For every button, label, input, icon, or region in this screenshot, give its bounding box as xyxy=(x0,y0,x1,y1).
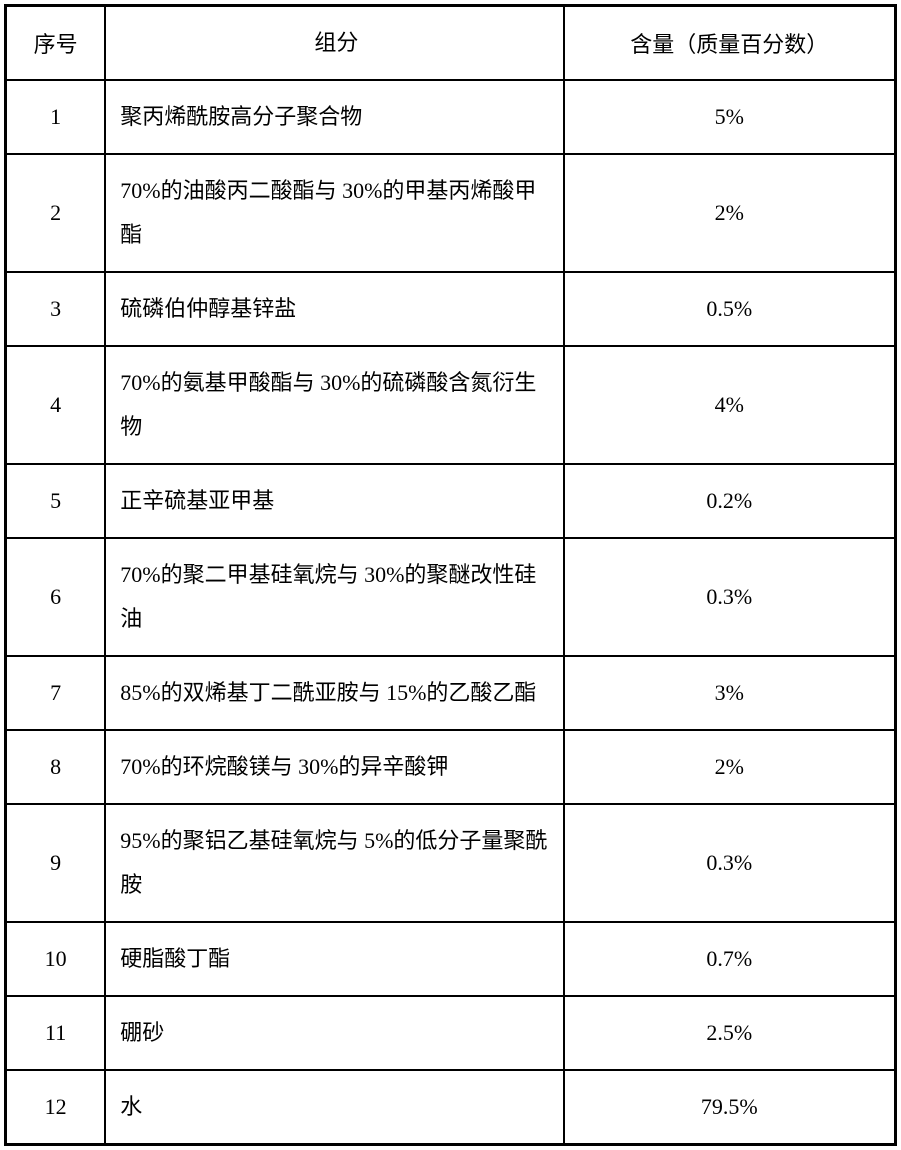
cell-amount: 2% xyxy=(564,154,896,272)
cell-amount: 0.2% xyxy=(564,464,896,538)
table-row: 995%的聚铝乙基硅氧烷与 5%的低分子量聚酰胺0.3% xyxy=(6,804,896,922)
cell-component: 85%的双烯基丁二酰亚胺与 15%的乙酸乙酯 xyxy=(105,656,563,730)
table-row: 12水79.5% xyxy=(6,1070,896,1145)
cell-seq: 8 xyxy=(6,730,106,804)
cell-seq: 5 xyxy=(6,464,106,538)
table-row: 270%的油酸丙二酸酯与 30%的甲基丙烯酸甲酯2% xyxy=(6,154,896,272)
cell-component: 硫磷伯仲醇基锌盐 xyxy=(105,272,563,346)
cell-component: 硬脂酸丁酯 xyxy=(105,922,563,996)
cell-component: 70%的油酸丙二酸酯与 30%的甲基丙烯酸甲酯 xyxy=(105,154,563,272)
header-amount: 含量（质量百分数） xyxy=(564,6,896,81)
cell-seq: 6 xyxy=(6,538,106,656)
cell-seq: 7 xyxy=(6,656,106,730)
cell-component: 聚丙烯酰胺高分子聚合物 xyxy=(105,80,563,154)
table-row: 870%的环烷酸镁与 30%的异辛酸钾2% xyxy=(6,730,896,804)
header-component: 组分 xyxy=(105,6,563,81)
cell-seq: 9 xyxy=(6,804,106,922)
table-body: 1聚丙烯酰胺高分子聚合物5%270%的油酸丙二酸酯与 30%的甲基丙烯酸甲酯2%… xyxy=(6,80,896,1145)
cell-amount: 4% xyxy=(564,346,896,464)
cell-seq: 1 xyxy=(6,80,106,154)
cell-seq: 4 xyxy=(6,346,106,464)
cell-seq: 12 xyxy=(6,1070,106,1145)
cell-component: 正辛硫基亚甲基 xyxy=(105,464,563,538)
table-row: 1聚丙烯酰胺高分子聚合物5% xyxy=(6,80,896,154)
cell-amount: 2.5% xyxy=(564,996,896,1070)
cell-component: 95%的聚铝乙基硅氧烷与 5%的低分子量聚酰胺 xyxy=(105,804,563,922)
table-header-row: 序号 组分 含量（质量百分数） xyxy=(6,6,896,81)
cell-seq: 11 xyxy=(6,996,106,1070)
table-row: 5正辛硫基亚甲基0.2% xyxy=(6,464,896,538)
table-row: 470%的氨基甲酸酯与 30%的硫磷酸含氮衍生物4% xyxy=(6,346,896,464)
table-row: 11硼砂2.5% xyxy=(6,996,896,1070)
cell-seq: 10 xyxy=(6,922,106,996)
table-row: 10硬脂酸丁酯0.7% xyxy=(6,922,896,996)
cell-component: 水 xyxy=(105,1070,563,1145)
cell-amount: 0.3% xyxy=(564,538,896,656)
cell-component: 70%的聚二甲基硅氧烷与 30%的聚醚改性硅油 xyxy=(105,538,563,656)
cell-component: 硼砂 xyxy=(105,996,563,1070)
cell-amount: 2% xyxy=(564,730,896,804)
cell-component: 70%的氨基甲酸酯与 30%的硫磷酸含氮衍生物 xyxy=(105,346,563,464)
cell-amount: 5% xyxy=(564,80,896,154)
cell-seq: 3 xyxy=(6,272,106,346)
table-row: 670%的聚二甲基硅氧烷与 30%的聚醚改性硅油0.3% xyxy=(6,538,896,656)
cell-amount: 0.3% xyxy=(564,804,896,922)
table-row: 785%的双烯基丁二酰亚胺与 15%的乙酸乙酯3% xyxy=(6,656,896,730)
header-seq: 序号 xyxy=(6,6,106,81)
cell-component: 70%的环烷酸镁与 30%的异辛酸钾 xyxy=(105,730,563,804)
cell-amount: 3% xyxy=(564,656,896,730)
cell-amount: 0.7% xyxy=(564,922,896,996)
cell-amount: 79.5% xyxy=(564,1070,896,1145)
composition-table: 序号 组分 含量（质量百分数） 1聚丙烯酰胺高分子聚合物5%270%的油酸丙二酸… xyxy=(4,4,897,1146)
table-row: 3硫磷伯仲醇基锌盐0.5% xyxy=(6,272,896,346)
cell-amount: 0.5% xyxy=(564,272,896,346)
cell-seq: 2 xyxy=(6,154,106,272)
